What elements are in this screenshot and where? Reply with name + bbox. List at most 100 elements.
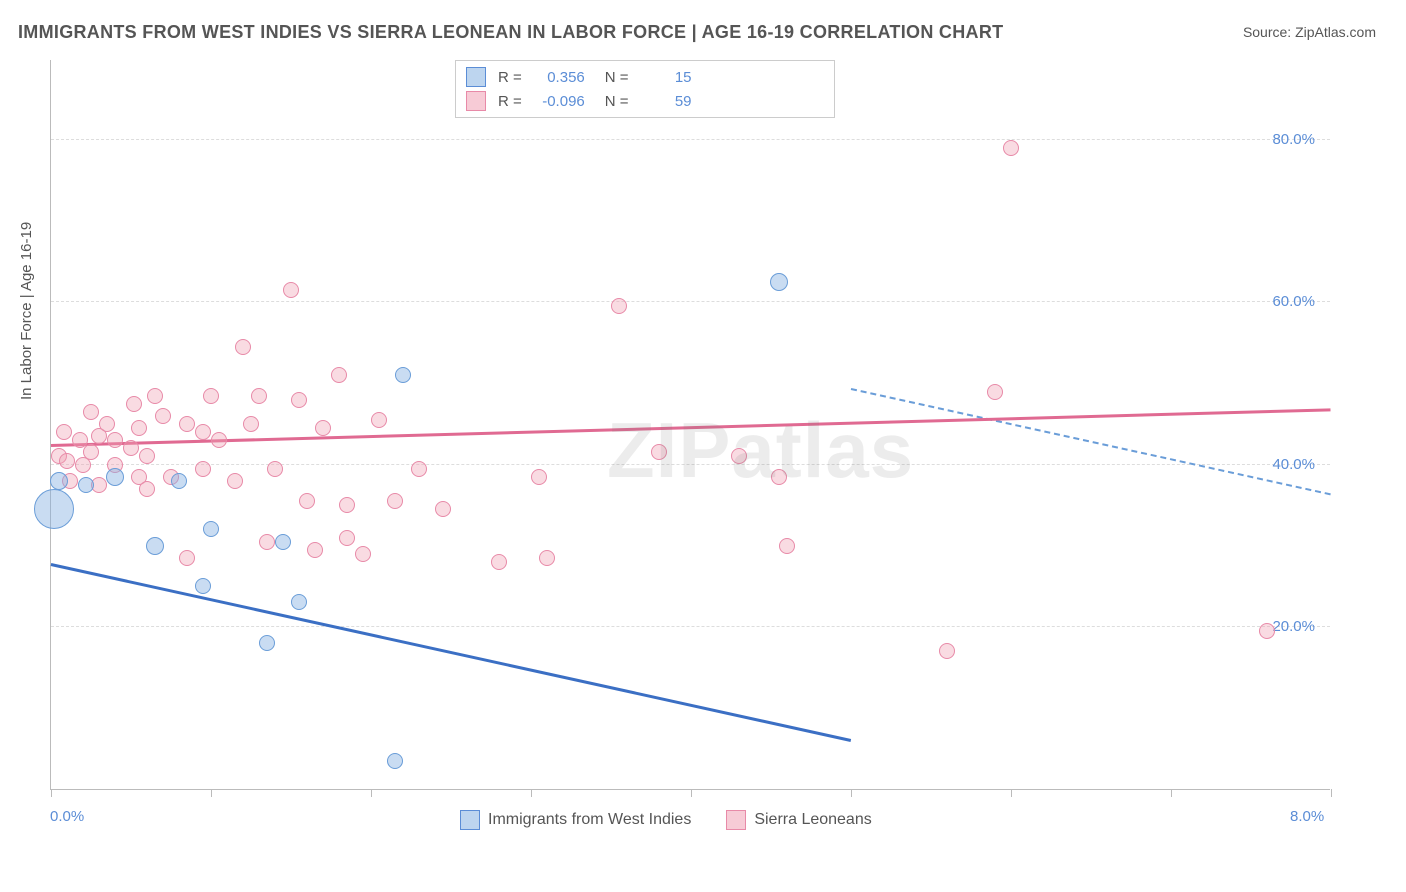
data-point-pink (99, 416, 115, 432)
series-legend: Immigrants from West Indies Sierra Leone… (460, 810, 872, 830)
n-label: N = (605, 93, 629, 110)
data-point-pink (59, 453, 75, 469)
r-label: R = (498, 69, 522, 86)
data-point-pink (243, 416, 259, 432)
data-point-pink (227, 473, 243, 489)
data-point-pink (1003, 140, 1019, 156)
source-name: ZipAtlas.com (1295, 24, 1376, 40)
data-point-blue (195, 578, 211, 594)
r-value-pink: -0.096 (530, 93, 585, 110)
n-label: N = (605, 69, 629, 86)
data-point-pink (83, 444, 99, 460)
data-point-pink (939, 643, 955, 659)
n-value-pink: 59 (637, 93, 692, 110)
data-point-blue (203, 521, 219, 537)
gridline (51, 464, 1330, 465)
data-point-blue (78, 477, 94, 493)
data-point-pink (123, 440, 139, 456)
data-point-pink (539, 550, 555, 566)
x-tick (851, 789, 852, 797)
data-point-pink (1259, 623, 1275, 639)
swatch-pink (726, 810, 746, 830)
r-label: R = (498, 93, 522, 110)
gridline (51, 301, 1330, 302)
data-point-pink (411, 461, 427, 477)
data-point-pink (147, 388, 163, 404)
x-tick (371, 789, 372, 797)
gridline (51, 626, 1330, 627)
data-point-pink (283, 282, 299, 298)
x-tick (691, 789, 692, 797)
x-tick (531, 789, 532, 797)
legend-row-blue: R = 0.356 N = 15 (466, 65, 824, 89)
data-point-pink (235, 339, 251, 355)
y-tick-label: 80.0% (1272, 131, 1315, 148)
correlation-legend: R = 0.356 N = 15 R = -0.096 N = 59 (455, 60, 835, 118)
data-point-blue (395, 367, 411, 383)
x-tick-label-end: 8.0% (1290, 808, 1324, 825)
data-point-pink (331, 367, 347, 383)
gridline (51, 139, 1330, 140)
y-axis-label: In Labor Force | Age 16-19 (18, 222, 35, 400)
x-tick (1331, 789, 1332, 797)
data-point-pink (179, 550, 195, 566)
data-point-pink (83, 404, 99, 420)
x-tick (1171, 789, 1172, 797)
source-prefix: Source: (1243, 24, 1295, 40)
data-point-pink (731, 448, 747, 464)
data-point-blue (291, 594, 307, 610)
data-point-blue (50, 472, 68, 490)
n-value-blue: 15 (637, 69, 692, 86)
data-point-pink (771, 469, 787, 485)
x-tick (211, 789, 212, 797)
x-tick (1011, 789, 1012, 797)
r-value-blue: 0.356 (530, 69, 585, 86)
data-point-blue (387, 753, 403, 769)
data-point-pink (267, 461, 283, 477)
data-point-blue (106, 468, 124, 486)
data-point-pink (531, 469, 547, 485)
data-point-pink (355, 546, 371, 562)
trendline-blue-extrap (851, 388, 1331, 495)
data-point-pink (779, 538, 795, 554)
x-tick-label-start: 0.0% (50, 808, 84, 825)
data-point-pink (611, 298, 627, 314)
chart-title: IMMIGRANTS FROM WEST INDIES VS SIERRA LE… (18, 22, 1003, 43)
legend-item-blue: Immigrants from West Indies (460, 810, 691, 830)
data-point-pink (291, 392, 307, 408)
data-point-blue (259, 635, 275, 651)
y-tick-label: 40.0% (1272, 456, 1315, 473)
data-point-blue (275, 534, 291, 550)
data-point-pink (126, 396, 142, 412)
data-point-pink (139, 448, 155, 464)
data-point-blue (171, 473, 187, 489)
data-point-blue (146, 537, 164, 555)
series-label-pink: Sierra Leoneans (754, 811, 871, 829)
data-point-pink (371, 412, 387, 428)
data-point-pink (56, 424, 72, 440)
data-point-pink (211, 432, 227, 448)
data-point-pink (251, 388, 267, 404)
data-point-pink (987, 384, 1003, 400)
swatch-blue (460, 810, 480, 830)
data-point-pink (435, 501, 451, 517)
data-point-pink (339, 530, 355, 546)
y-tick-label: 60.0% (1272, 293, 1315, 310)
data-point-pink (387, 493, 403, 509)
data-point-pink (179, 416, 195, 432)
data-point-pink (155, 408, 171, 424)
data-point-blue (34, 489, 74, 529)
data-point-blue (770, 273, 788, 291)
swatch-pink (466, 91, 486, 111)
legend-item-pink: Sierra Leoneans (726, 810, 871, 830)
data-point-pink (307, 542, 323, 558)
data-point-pink (315, 420, 331, 436)
data-point-pink (195, 461, 211, 477)
trendline-blue (51, 563, 852, 741)
swatch-blue (466, 67, 486, 87)
data-point-pink (299, 493, 315, 509)
y-tick-label: 20.0% (1272, 618, 1315, 635)
data-point-pink (195, 424, 211, 440)
data-point-pink (259, 534, 275, 550)
x-tick (51, 789, 52, 797)
